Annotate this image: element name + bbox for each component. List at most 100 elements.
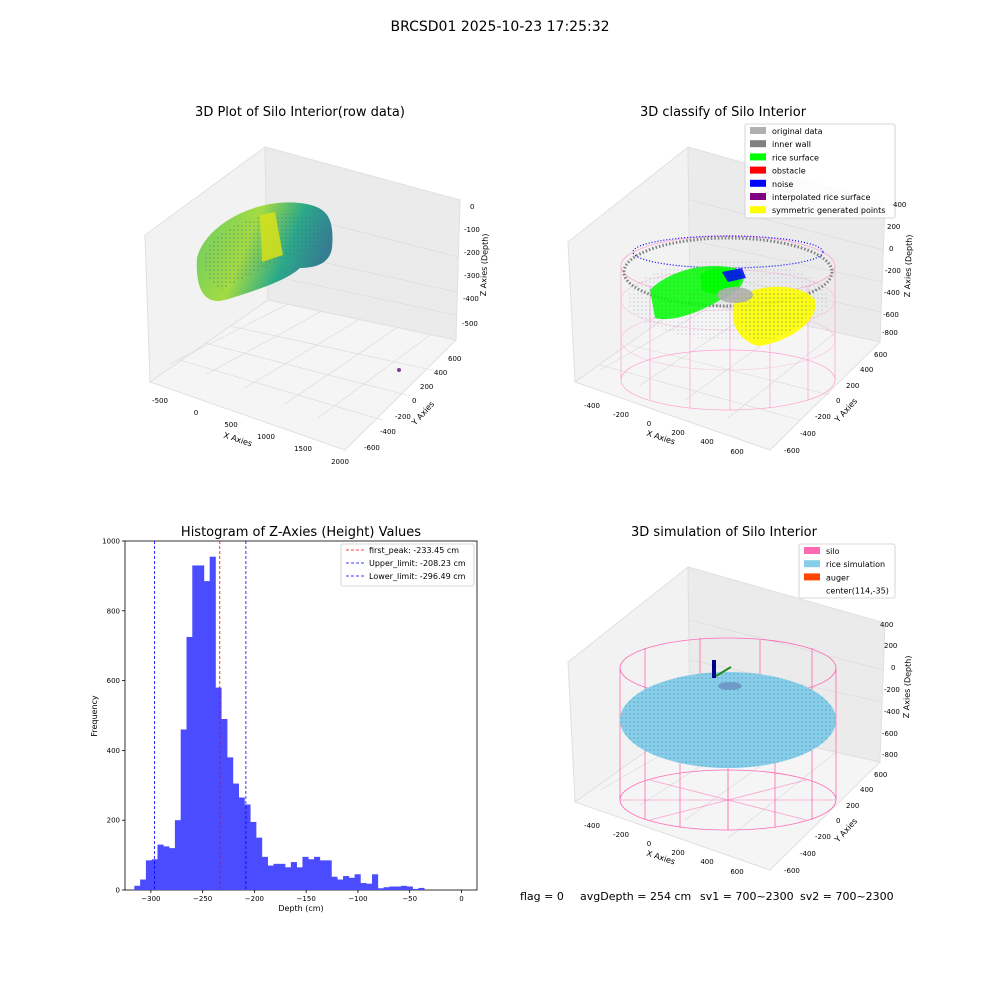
- legend-swatch: [750, 193, 766, 200]
- histogram-bar: [325, 860, 332, 890]
- histogram-bar: [198, 565, 205, 890]
- classify-legend: original data inner wall rice surface obsta…: [744, 123, 896, 219]
- raw-z-label: Z Axies (Depth): [479, 233, 490, 296]
- histogram-bar: [372, 874, 379, 890]
- histogram-bar: [174, 820, 181, 890]
- tick-label: -400: [380, 428, 396, 436]
- tick-label: -600: [784, 447, 800, 455]
- raw-y-ticks: -600 -400 -200 0 200 400 600: [364, 355, 461, 452]
- tick-label: 200: [671, 429, 684, 437]
- legend-label: noise: [772, 180, 793, 189]
- histogram-bar: [406, 886, 413, 890]
- histogram-bar: [203, 581, 210, 890]
- histogram-bar: [238, 797, 245, 890]
- legend-label: symmetric generated points: [772, 206, 885, 215]
- histogram-bar: [314, 856, 321, 890]
- plot-histogram: Histogram of Z-Axies (Height) Values −30…: [90, 525, 478, 913]
- tick-label: -400: [884, 289, 900, 297]
- histogram-bar: [227, 757, 234, 890]
- histogram-bar: [389, 886, 396, 890]
- tick-label: -200: [395, 413, 411, 421]
- sim-y-ticks: -600 -400 -200 0 200 400 600: [784, 771, 887, 875]
- histogram-bar: [180, 729, 187, 890]
- classify-y-ticks: -600 -400 -200 0 200 400 600: [784, 351, 887, 455]
- raw-x-ticks: -500 0 500 1000 1500 2000: [152, 397, 349, 466]
- tick-label: 0: [470, 203, 474, 211]
- histogram-bar: [221, 718, 228, 890]
- sv1-text: sv1 = 700~2300: [700, 890, 794, 903]
- histogram-bar: [366, 883, 373, 890]
- tick-label: 600: [730, 448, 743, 456]
- legend-swatch: [750, 153, 766, 161]
- classify-z-ticks: 400 200 0 -200 -400 -600 -800: [882, 201, 906, 337]
- tick-label: 400: [860, 366, 873, 374]
- histogram-bar: [308, 859, 315, 890]
- raw-point-cloud: [196, 202, 401, 372]
- legend-swatch: [750, 166, 766, 174]
- legend-label: Upper_limit: -208.23 cm: [369, 559, 466, 568]
- histogram-bar: [163, 846, 170, 891]
- histogram-bar: [331, 876, 338, 890]
- legend-swatch: [804, 560, 820, 568]
- tick-label: -400: [463, 295, 479, 303]
- tick-label: 0: [836, 397, 840, 405]
- histogram-legend: first_peak: -233.45 cm Upper_limit: -208.…: [340, 543, 475, 587]
- tick-label: 200: [846, 802, 859, 810]
- histogram-bar: [360, 883, 367, 890]
- avg-depth-text: avgDepth = 254 cm: [580, 890, 691, 903]
- legend-label: silo: [826, 547, 840, 556]
- histogram-bar: [343, 876, 350, 890]
- class-noise-ring: [632, 235, 824, 269]
- tick-label: -500: [152, 397, 168, 405]
- histogram-bar: [169, 848, 176, 890]
- histogram-bar: [296, 867, 303, 890]
- tick-label: 400: [700, 438, 713, 446]
- tick-label: -400: [800, 850, 816, 858]
- rice-simulation-dip: [718, 682, 742, 690]
- legend-swatch: [804, 573, 820, 581]
- histogram-bar: [151, 859, 158, 890]
- plot-raw-data: 3D Plot of Silo Interior(row data) -500 …: [144, 105, 490, 466]
- footer-status: flag = 0 avgDepth = 254 cm sv1 = 700~230…: [520, 890, 894, 903]
- tick-label: -200: [613, 831, 629, 839]
- tick-label: 2000: [331, 458, 349, 466]
- tick-label: 600: [730, 868, 743, 876]
- legend-label: center(114,-35): [826, 587, 889, 596]
- tick-label: 0: [889, 245, 893, 253]
- tick-label: -200: [884, 686, 900, 694]
- tick-label: 600: [448, 355, 461, 363]
- tick-label: -400: [584, 822, 600, 830]
- histogram-bar: [302, 856, 309, 890]
- tick-label: −100: [348, 895, 367, 903]
- histogram-bar: [279, 863, 286, 890]
- tick-label: 200: [884, 642, 897, 650]
- raw-x-label: X Axies: [222, 431, 253, 449]
- tick-label: 600: [874, 351, 887, 359]
- histogram-bar: [215, 687, 222, 890]
- legend-label: rice simulation: [826, 560, 885, 569]
- tick-label: 0: [194, 409, 198, 417]
- classify-x-ticks: -400 -200 0 200 400 600: [584, 402, 744, 456]
- histogram-bar: [250, 821, 257, 890]
- tick-label: 600: [874, 771, 887, 779]
- histogram-bars: [134, 556, 425, 891]
- tick-label: 0: [116, 887, 120, 895]
- tick-label: −300: [141, 895, 160, 903]
- tick-label: -100: [464, 226, 480, 234]
- raw-pane-floor: [148, 299, 458, 451]
- histogram-bar: [192, 565, 199, 890]
- tick-label: 0: [647, 420, 651, 428]
- figure-suptitle: BRCSD01 2025-10-23 17:25:32: [390, 19, 609, 35]
- histogram-y-ticks: 0 200 400 600 800 1000: [102, 538, 125, 895]
- histogram-bar: [261, 856, 268, 890]
- raw-cloud-highlight: [260, 212, 283, 262]
- plot-classify-title: 3D classify of Silo Interior: [640, 105, 807, 120]
- tick-label: 600: [107, 677, 120, 685]
- legend-label: Lower_limit: -296.49 cm: [369, 572, 466, 581]
- tick-label: -200: [815, 413, 831, 421]
- raw-outlier-point: [397, 368, 401, 372]
- legend-frame: [744, 123, 896, 219]
- rice-simulation-texture: [620, 672, 836, 768]
- sim-z-ticks: 400 200 0 -200 -400 -600 -800: [880, 621, 900, 759]
